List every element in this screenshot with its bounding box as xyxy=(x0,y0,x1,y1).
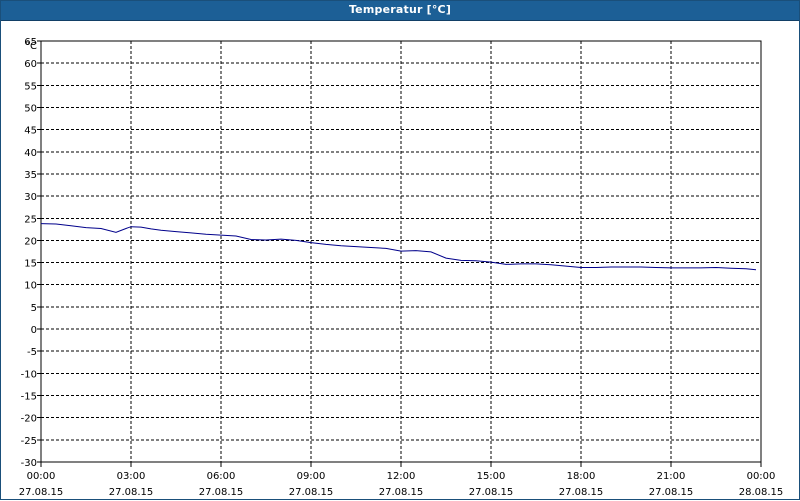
y-tick-label: -25 xyxy=(21,436,37,447)
y-tick-label: -30 xyxy=(21,458,37,469)
x-tick-time: 00:00 xyxy=(27,471,56,482)
y-tick-label: 5 xyxy=(31,303,37,314)
x-tick-time: 09:00 xyxy=(297,471,326,482)
y-tick-label: -10 xyxy=(21,369,37,380)
x-tick-time: 15:00 xyxy=(477,471,506,482)
y-tick-label: 60 xyxy=(24,59,37,70)
y-tick-label: 55 xyxy=(24,81,37,92)
x-tick-date: 28.08.15 xyxy=(739,487,784,498)
y-tick-label: 10 xyxy=(24,281,37,292)
y-tick-label: 65 xyxy=(24,37,37,48)
x-tick-time: 00:00 xyxy=(747,471,776,482)
x-tick-date: 27.08.15 xyxy=(559,487,604,498)
y-tick-label: 15 xyxy=(24,259,37,270)
x-tick-date: 27.08.15 xyxy=(649,487,694,498)
x-tick-time: 21:00 xyxy=(657,471,686,482)
y-tick-label: 50 xyxy=(24,103,37,114)
x-tick-date: 27.08.15 xyxy=(109,487,154,498)
y-tick-label: -20 xyxy=(21,414,37,425)
x-tick-date: 27.08.15 xyxy=(469,487,514,498)
x-tick-time: 06:00 xyxy=(207,471,236,482)
window-title: Temperatur [°C] xyxy=(348,3,452,16)
y-tick-label: 35 xyxy=(24,170,37,181)
x-tick-time: 12:00 xyxy=(387,471,416,482)
y-tick-label: 45 xyxy=(24,126,37,137)
title-bar: Temperatur [°C] xyxy=(1,1,799,21)
y-tick-label: 40 xyxy=(24,148,37,159)
x-tick-date: 27.08.15 xyxy=(379,487,424,498)
x-tick-time: 18:00 xyxy=(567,471,596,482)
y-tick-label: 30 xyxy=(24,192,37,203)
y-tick-label: 20 xyxy=(24,236,37,247)
x-tick-date: 27.08.15 xyxy=(289,487,334,498)
x-tick-time: 03:00 xyxy=(117,471,146,482)
y-unit-label: °C xyxy=(25,41,37,52)
y-tick-label: 0 xyxy=(31,325,37,336)
temperature-series-line xyxy=(40,223,757,271)
y-tick-label: 25 xyxy=(24,214,37,225)
x-tick-date: 27.08.15 xyxy=(19,487,64,498)
plot-frame xyxy=(40,40,762,463)
x-tick-date: 27.08.15 xyxy=(199,487,244,498)
y-tick-label: -5 xyxy=(27,347,37,358)
y-tick-label: -15 xyxy=(21,392,37,403)
